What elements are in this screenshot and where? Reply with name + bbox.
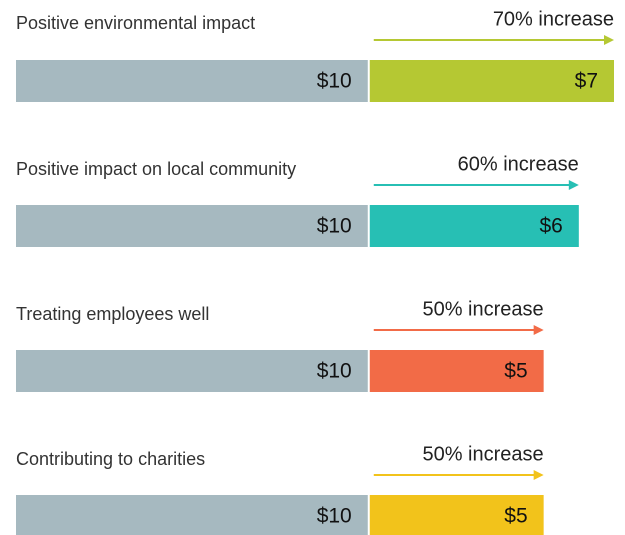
value-label: $10 bbox=[317, 360, 352, 383]
annotation: 50% increase bbox=[422, 298, 543, 320]
value-label: $10 bbox=[317, 70, 352, 93]
bar-segment bbox=[16, 60, 368, 102]
value-label: $10 bbox=[317, 505, 352, 528]
bar-segment bbox=[16, 205, 368, 247]
annotation: 60% increase bbox=[458, 153, 579, 175]
value-label: $6 bbox=[539, 215, 562, 238]
bar-segment bbox=[369, 495, 544, 535]
annotation: 70% increase bbox=[493, 8, 614, 30]
value-label: $5 bbox=[504, 360, 527, 383]
annotation: 50% increase bbox=[422, 443, 543, 465]
arrow-head bbox=[533, 325, 544, 335]
category-label: Contributing to charities bbox=[16, 449, 205, 469]
arrow-head bbox=[533, 470, 544, 480]
arrow-head bbox=[604, 35, 614, 45]
bar-segment bbox=[369, 350, 544, 392]
value-label: $5 bbox=[504, 505, 527, 528]
category-label: Positive environmental impact bbox=[16, 13, 255, 33]
value-label: $7 bbox=[575, 70, 598, 93]
category-label: Positive impact on local community bbox=[16, 159, 296, 179]
bar-segment bbox=[369, 205, 579, 247]
arrow-head bbox=[568, 180, 579, 190]
category-label: Treating employees well bbox=[16, 304, 209, 324]
bar-segment bbox=[16, 350, 368, 392]
value-label: $10 bbox=[317, 215, 352, 238]
bar-segment bbox=[16, 495, 368, 535]
bar-segment bbox=[369, 60, 614, 102]
